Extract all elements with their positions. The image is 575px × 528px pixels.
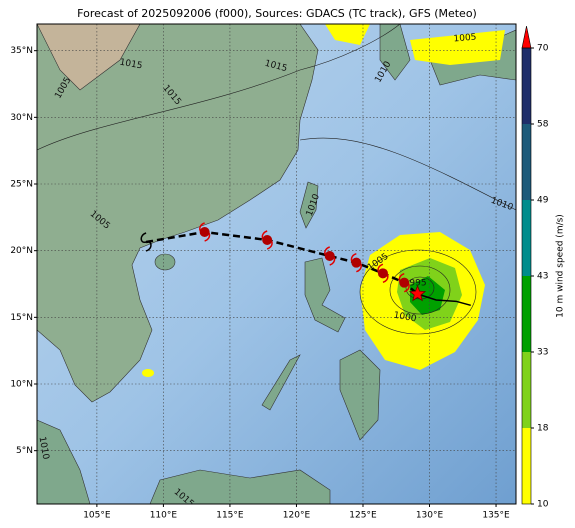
isobar bbox=[37, 24, 401, 151]
storm-symbol bbox=[140, 232, 152, 252]
x-tick-label: 135°E bbox=[482, 511, 510, 521]
colorbar-segment bbox=[522, 352, 531, 428]
colorbar-tick-label: 18 bbox=[537, 424, 549, 434]
y-tick-label: 5°N bbox=[16, 446, 33, 456]
colorbar-extend bbox=[521, 25, 532, 49]
colorbar-tick-label: 10 bbox=[537, 500, 549, 510]
contour-label: 995 bbox=[409, 279, 426, 289]
current-position bbox=[408, 284, 427, 302]
isobars bbox=[37, 24, 516, 335]
contour-label: 1015 bbox=[119, 58, 143, 72]
wind-area bbox=[325, 24, 370, 45]
isobar bbox=[389, 265, 451, 315]
y-tick-label: 20°N bbox=[10, 246, 33, 256]
colorbar-tick-label: 58 bbox=[537, 120, 549, 130]
colorbar-segment bbox=[522, 124, 531, 200]
x-tick-label: 110°E bbox=[150, 511, 178, 521]
x-tick-label: 130°E bbox=[416, 511, 444, 521]
wind-area bbox=[142, 369, 154, 377]
map-area: 1015 101510151005101010051010101010051000… bbox=[37, 24, 516, 504]
map-frame bbox=[36, 23, 517, 505]
x-tick-label: 120°E bbox=[283, 511, 311, 521]
wind-area bbox=[410, 276, 445, 315]
grid bbox=[37, 24, 516, 504]
isobar bbox=[299, 137, 516, 211]
wind-area bbox=[410, 30, 505, 65]
track bbox=[140, 222, 471, 307]
track-point bbox=[351, 257, 362, 268]
y-tick-label: 35°N bbox=[10, 46, 33, 56]
colorbar-segment bbox=[522, 428, 531, 504]
x-tick-label: 125°E bbox=[349, 511, 377, 521]
x-tick-label: 115°E bbox=[216, 511, 244, 521]
track-point bbox=[262, 235, 273, 245]
colorbar-segment bbox=[522, 276, 531, 352]
track-point bbox=[199, 227, 210, 237]
track-point bbox=[399, 277, 410, 288]
contour-label: 1000 bbox=[393, 311, 418, 325]
colorbar-tick-label: 33 bbox=[537, 348, 548, 358]
colorbar-label: 10 m wind speed (m/s) bbox=[556, 214, 566, 318]
x-tick-label: 105°E bbox=[83, 511, 111, 521]
colorbar: 10 18 33 43 49 58 70 10 m wind speed (m/s) bbox=[521, 25, 566, 510]
isobar bbox=[359, 249, 477, 335]
contour-label: 1005 bbox=[453, 33, 477, 45]
colorbar-segment bbox=[522, 48, 531, 124]
colorbar-segment bbox=[522, 200, 531, 276]
track-point bbox=[324, 251, 335, 261]
map-title: Forecast of 2025092006 (f000), Sources: … bbox=[77, 7, 477, 20]
colorbar-tick-label: 49 bbox=[537, 196, 549, 206]
colorbar-tick-label: 43 bbox=[537, 272, 548, 282]
axis-ticks: 105°E 110°E 115°E 120°E 125°E 130°E 135°E 5°N 10… bbox=[10, 46, 510, 520]
y-tick-label: 10°N bbox=[10, 380, 33, 390]
forecast-track-line bbox=[145, 230, 419, 295]
y-tick-label: 25°N bbox=[10, 180, 33, 190]
contour-label: 1010 bbox=[37, 436, 51, 461]
track-point bbox=[377, 268, 388, 279]
y-tick-label: 30°N bbox=[10, 113, 33, 123]
colorbar-tick-label: 70 bbox=[537, 44, 549, 54]
past-track-line bbox=[417, 293, 471, 307]
y-tick-label: 15°N bbox=[10, 313, 33, 323]
